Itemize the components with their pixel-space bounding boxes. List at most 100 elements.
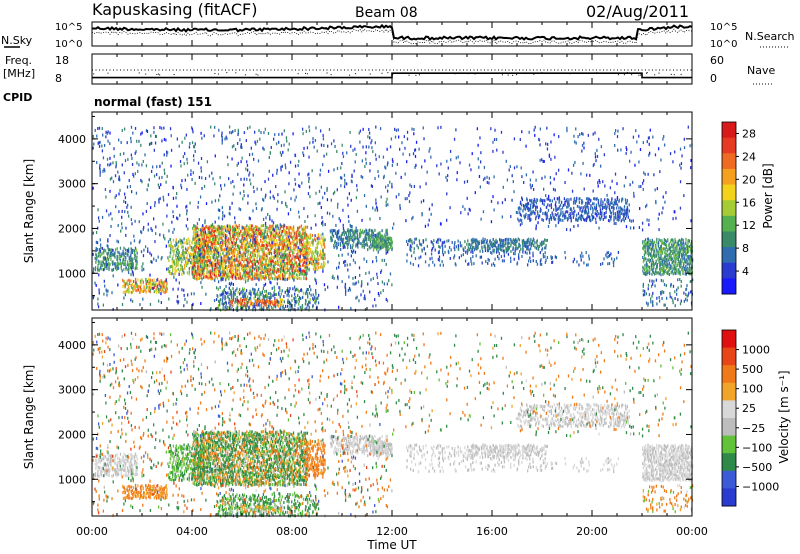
power-cell: [207, 227, 209, 231]
power-cell: [668, 242, 670, 246]
power-cell: [518, 238, 521, 242]
power-cell: [264, 274, 267, 278]
power-cell: [262, 300, 264, 304]
power-cell: [109, 189, 111, 193]
power-cell: [676, 264, 679, 268]
power-cell: [262, 271, 265, 275]
power-cell: [168, 269, 171, 273]
power-cell: [673, 254, 675, 258]
power-cell: [179, 238, 181, 242]
power-cell: [195, 238, 197, 242]
power-cell: [644, 242, 646, 246]
power-cell: [239, 304, 242, 308]
power-cell: [234, 229, 236, 233]
power-cell: [650, 261, 653, 265]
power-cell: [287, 238, 289, 242]
power-cell: [610, 252, 612, 256]
power-cell: [227, 271, 229, 275]
power-cell: [580, 218, 582, 222]
power-cell: [159, 164, 161, 168]
power-cell: [102, 267, 104, 271]
power-cell: [273, 266, 275, 270]
power-cell: [525, 203, 528, 207]
power-cell: [311, 262, 313, 266]
nave-point: [387, 72, 389, 74]
power-cell: [371, 229, 373, 233]
power-cell: [98, 126, 101, 130]
power-cell: [606, 205, 608, 209]
power-cell: [122, 278, 124, 282]
power-cell: [102, 256, 105, 260]
power-cell: [230, 307, 232, 311]
power-cell: [247, 264, 249, 268]
power-cell: [104, 256, 106, 260]
power-cell: [261, 224, 264, 228]
power-cell: [316, 259, 319, 263]
power-cell: [674, 297, 676, 301]
power-cell: [278, 274, 280, 278]
power-cell: [239, 245, 241, 249]
power-cell: [540, 197, 542, 201]
power-cell: [161, 161, 163, 165]
power-cell: [521, 242, 524, 246]
power-cell: [603, 206, 606, 210]
power-cell: [160, 289, 162, 293]
power-cell: [264, 270, 266, 274]
power-cell: [657, 243, 660, 247]
power-cell: [251, 272, 253, 276]
power-cell: [587, 197, 589, 201]
power-cell: [307, 259, 309, 263]
power-cell: [618, 215, 620, 219]
power-cell: [673, 251, 675, 255]
power-cell: [303, 244, 306, 248]
power-cell: [363, 246, 365, 250]
power-cell: [313, 261, 315, 265]
power-cell: [132, 131, 134, 135]
power-cell: [194, 271, 196, 275]
power-cell: [127, 157, 129, 161]
power-cell: [244, 263, 246, 267]
power-cell: [107, 289, 109, 293]
power-cell: [356, 229, 358, 233]
power-cell: [669, 246, 672, 250]
power-cell: [281, 302, 283, 306]
power-cell: [238, 250, 240, 254]
power-cell: [172, 264, 174, 268]
power-cell: [192, 270, 194, 274]
freq-trace: [92, 72, 692, 79]
power-cell: [689, 257, 691, 261]
power-cell: [667, 265, 669, 269]
power-cell: [319, 265, 322, 269]
power-cell: [579, 208, 581, 212]
power-cell: [269, 299, 271, 303]
power-cell: [491, 243, 494, 247]
power-cell: [284, 253, 287, 257]
power-cell: [297, 228, 299, 232]
power-cell: [218, 254, 220, 258]
power-cell: [443, 240, 446, 244]
power-cell: [598, 203, 600, 207]
power-cell: [623, 215, 625, 219]
power-cell: [250, 299, 252, 303]
power-cell: [407, 239, 410, 243]
power-cell: [528, 239, 530, 243]
power-cell: [311, 233, 314, 237]
power-cell: [224, 261, 226, 265]
power-cell: [195, 226, 197, 230]
power-cell: [169, 265, 171, 269]
power-cell: [276, 224, 279, 228]
power-cell: [279, 295, 281, 299]
power-cell: [150, 227, 152, 231]
power-cell: [519, 200, 522, 204]
power-cell: [128, 262, 131, 266]
power-cell: [273, 288, 276, 292]
power-cell: [581, 201, 583, 205]
power-cell: [232, 239, 235, 243]
power-cell: [422, 239, 425, 243]
power-cell: [131, 259, 134, 263]
power-cell: [262, 245, 264, 249]
power-cell: [441, 245, 444, 249]
power-cell: [131, 263, 133, 267]
power-cell: [656, 265, 658, 269]
power-cell: [217, 299, 220, 303]
